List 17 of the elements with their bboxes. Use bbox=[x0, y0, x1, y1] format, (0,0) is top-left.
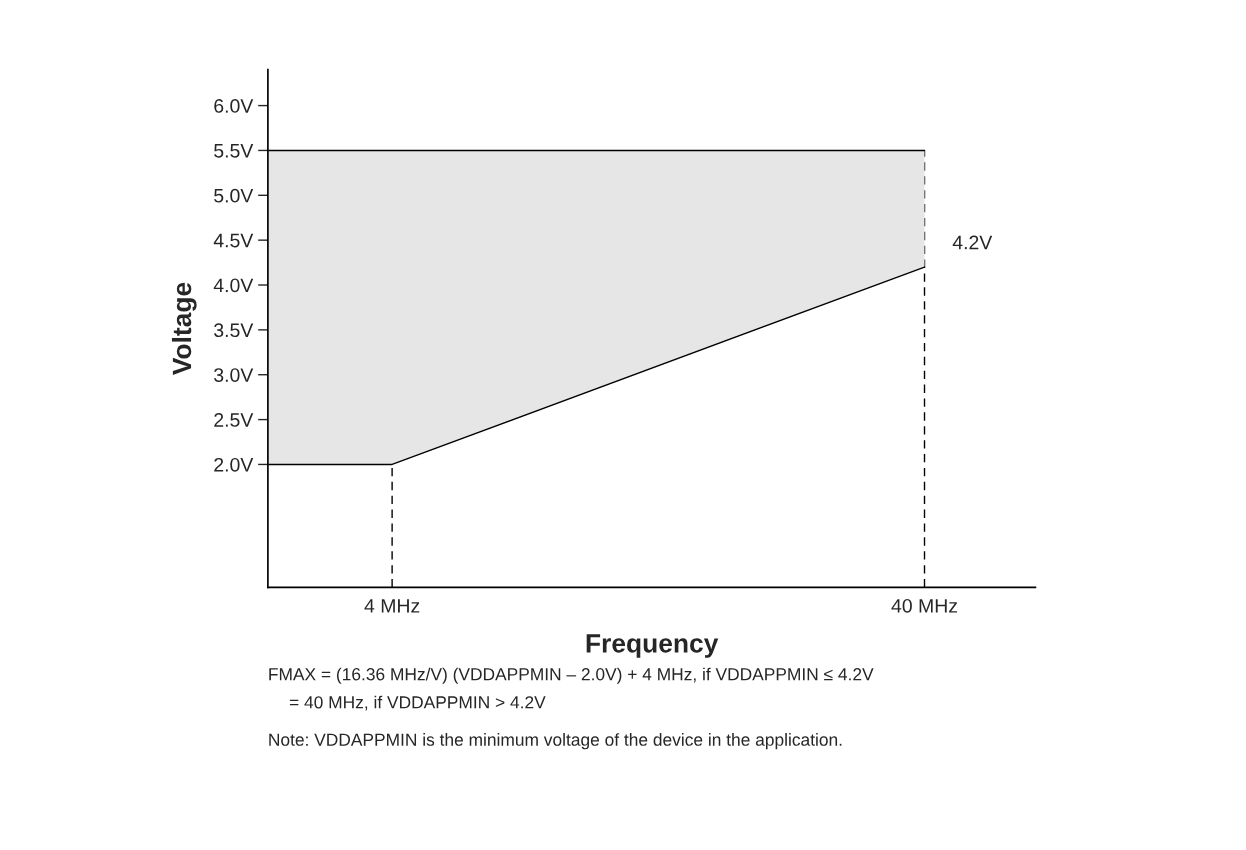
y-tick-label: 3.5V bbox=[214, 323, 254, 338]
x-tick-label: 40 MHz bbox=[891, 598, 958, 613]
y-tick-label: 6.0V bbox=[214, 99, 254, 113]
y-tick-label: 2.5V bbox=[214, 413, 254, 427]
annotation: 4.2V bbox=[952, 235, 993, 250]
y-tick-label: 5.0V bbox=[214, 188, 254, 203]
x-axis-title: Frequency bbox=[586, 634, 719, 658]
text: = 40 MHz, if VDDAPPMIN > 4.2V bbox=[289, 695, 546, 711]
y-tick-label: 4.5V bbox=[213, 233, 254, 248]
y-tick-label: 3.0V bbox=[214, 368, 254, 382]
text: Note: VDDAPPMIN is the minimum voltage of the device in the application. bbox=[269, 733, 842, 750]
text: FMAX = (16.36 MHz/V) (VDDAPPMIN – 2.0V) + 4 MHz, if VDDAPPMIN ≤ 4.2V bbox=[269, 667, 874, 684]
y-tick-label: 2.0V bbox=[214, 457, 254, 472]
y-tick-label: 4.0V bbox=[213, 278, 254, 293]
y-tick-label: 5.5V bbox=[214, 144, 254, 158]
y-axis-title: Voltage bbox=[171, 282, 197, 376]
x-tick-label: 4 MHz bbox=[364, 599, 420, 613]
